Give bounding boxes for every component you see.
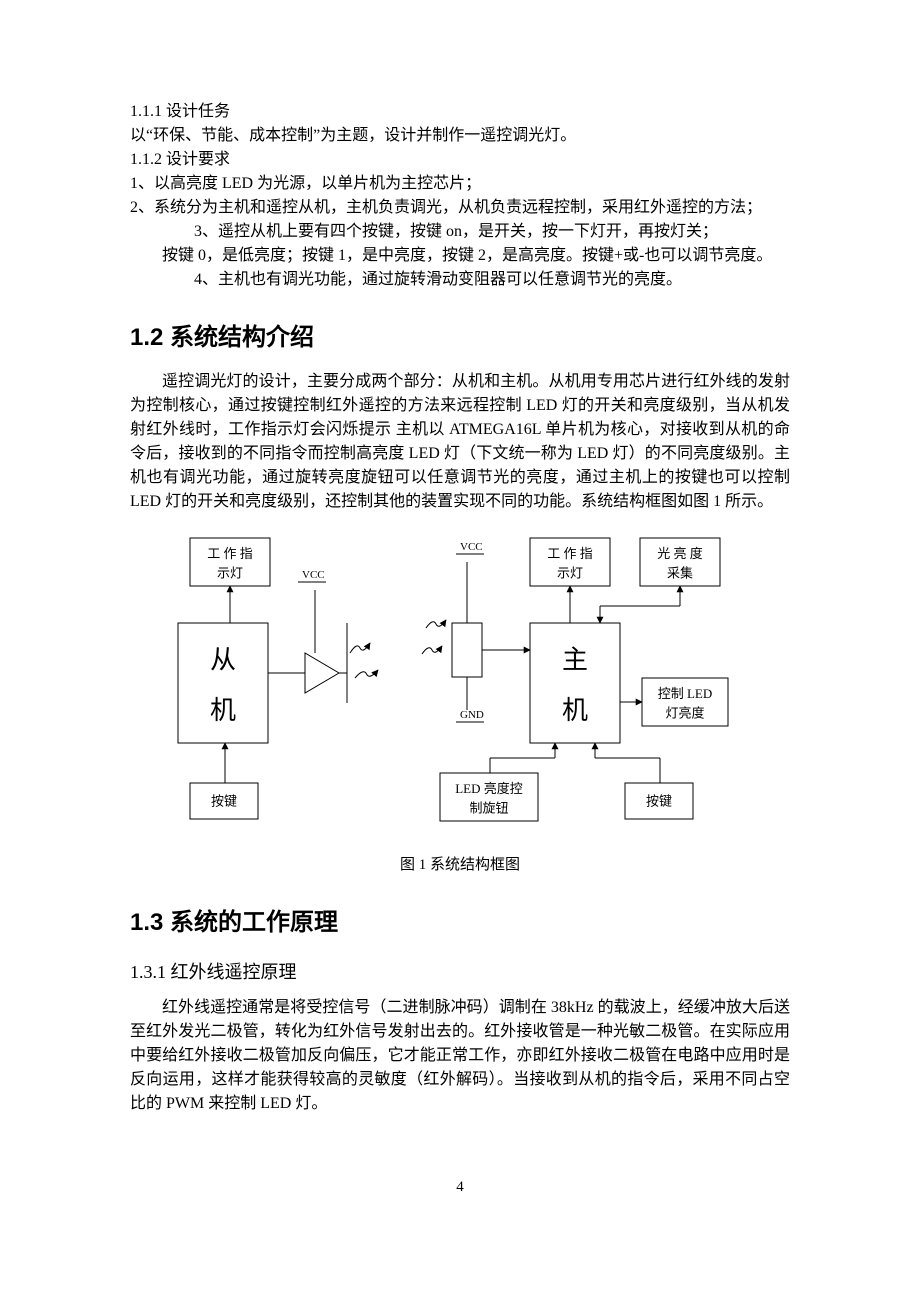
- svg-text:制旋钮: 制旋钮: [469, 800, 508, 815]
- sec-1-3-1-heading: 1.3.1 红外线遥控原理: [130, 959, 790, 986]
- sec-1-2-heading: 1.2 系统结构介绍: [130, 320, 790, 356]
- figure-1-caption: 图 1 系统结构框图: [130, 854, 790, 877]
- svg-text:采集: 采集: [667, 565, 693, 580]
- diagram-svg: 工 作 指示灯VCC从机按键VCCGND工 作 指示灯光 亮 度采集主机控制 L…: [130, 528, 790, 848]
- svg-text:VCC: VCC: [460, 541, 483, 553]
- svg-text:示灯: 示灯: [217, 565, 243, 580]
- svg-text:按键: 按键: [646, 793, 672, 808]
- svg-text:灯亮度: 灯亮度: [665, 705, 704, 720]
- sec-1-3-heading: 1.3 系统的工作原理: [130, 905, 790, 941]
- sec-1-1-1-p1: 以“环保、节能、成本控制”为主题，设计并制作一遥控调光灯。: [130, 124, 790, 148]
- req-1: 1、以高亮度 LED 为光源，以单片机为主控芯片；: [130, 172, 790, 196]
- svg-text:主: 主: [562, 646, 588, 675]
- sec-1-3-1-p1: 红外线遥控通常是将受控信号（二进制脉冲码）调制在 38kHz 的载波上，经缓冲放…: [130, 996, 790, 1116]
- req-2: 2、系统分为主机和遥控从机，主机负责调光，从机负责远程控制，采用红外遥控的方法；: [130, 196, 790, 220]
- figure-1: 工 作 指示灯VCC从机按键VCCGND工 作 指示灯光 亮 度采集主机控制 L…: [130, 528, 790, 877]
- sec-1-2-p1: 遥控调光灯的设计，主要分成两个部分：从机和主机。从机用专用芯片进行红外线的发射为…: [130, 370, 790, 514]
- sec-1-1-2-heading: 1.1.2 设计要求: [130, 148, 790, 172]
- req-3b: 按键 0，是低亮度；按键 1，是中亮度，按键 2，是高亮度。按键+或-也可以调节…: [130, 244, 790, 268]
- svg-text:GND: GND: [460, 709, 484, 721]
- req-3a: 3、遥控从机上要有四个按键，按键 on，是开关，按一下灯开，再按灯关；: [130, 220, 790, 244]
- page-number: 4: [130, 1176, 790, 1199]
- svg-text:光 亮 度: 光 亮 度: [657, 546, 703, 561]
- svg-text:机: 机: [562, 696, 588, 725]
- req-4: 4、主机也有调光功能，通过旋转滑动变阻器可以任意调节光的亮度。: [130, 268, 790, 292]
- svg-text:从: 从: [210, 646, 236, 675]
- sec-1-1-1-heading: 1.1.1 设计任务: [130, 100, 790, 124]
- svg-text:控制 LED: 控制 LED: [658, 686, 713, 701]
- svg-text:示灯: 示灯: [557, 565, 583, 580]
- svg-text:工 作 指: 工 作 指: [207, 546, 253, 561]
- page: 1.1.1 设计任务 以“环保、节能、成本控制”为主题，设计并制作一遥控调光灯。…: [0, 0, 920, 1258]
- system-block-diagram: 工 作 指示灯VCC从机按键VCCGND工 作 指示灯光 亮 度采集主机控制 L…: [130, 528, 790, 848]
- svg-text:LED 亮度控: LED 亮度控: [455, 781, 523, 796]
- svg-text:VCC: VCC: [302, 569, 325, 581]
- svg-text:机: 机: [210, 696, 236, 725]
- svg-text:按键: 按键: [211, 793, 237, 808]
- svg-text:工 作 指: 工 作 指: [547, 546, 593, 561]
